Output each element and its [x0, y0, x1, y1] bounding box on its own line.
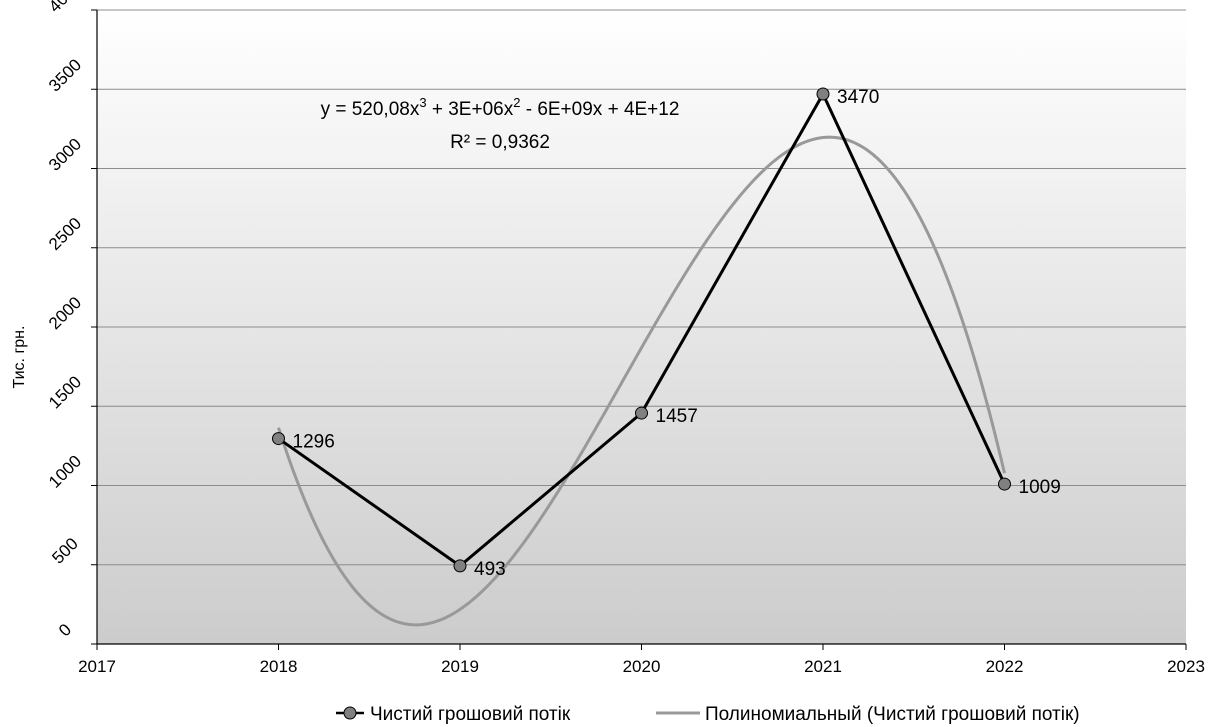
data-point: [635, 406, 648, 420]
data-label: 493: [474, 559, 506, 580]
y-tick-label: 4000: [45, 0, 85, 16]
x-tick-label: 2020: [623, 657, 661, 676]
x-tick-label: 2019: [441, 657, 479, 676]
legend-trendline-label: Полиномиальный (Чистий грошовий потік): [705, 704, 1080, 725]
y-tick-label: 1500: [45, 372, 85, 412]
data-point: [272, 432, 285, 446]
data-point: [998, 477, 1011, 491]
y-tick-label: 0: [55, 620, 75, 640]
r-squared-text: R² = 0,9362: [450, 132, 550, 153]
y-tick-label: 3500: [45, 55, 85, 95]
data-label: 1009: [1019, 477, 1061, 498]
data-label: 3470: [837, 87, 879, 108]
y-tick-label: 2000: [45, 293, 85, 333]
y-tick-label: 500: [48, 534, 81, 567]
x-tick-label: 2017: [78, 657, 116, 676]
data-point: [453, 559, 467, 573]
y-axis-label: Тис. грн.: [11, 326, 28, 389]
equation-text: y = 520,08x3 + 3E+06x2 - 6E+09x + 4E+12: [321, 95, 680, 120]
y-tick-label: 1000: [45, 452, 85, 492]
legend-series-label: Чистий грошовий потік: [370, 704, 571, 725]
data-label: 1296: [293, 432, 335, 453]
series-layer: [272, 87, 1011, 627]
legend-series-marker: [343, 706, 357, 720]
trendline-equation: y = 520,08x3 + 3E+06x2 - 6E+09x + 4E+12 …: [321, 95, 680, 153]
x-tick-label: 2021: [804, 657, 842, 676]
x-tick-label: 2018: [260, 657, 298, 676]
y-tick-label: 2500: [45, 214, 85, 254]
data-label: 1457: [656, 406, 698, 427]
gridlines: [97, 9, 1186, 566]
data-labels: 1296 493 1457 3470 1009: [293, 87, 1061, 580]
trendline-curve: [277, 135, 1006, 627]
data-point: [816, 87, 830, 101]
axes: [91, 9, 1187, 650]
y-tick-label: 3000: [45, 135, 85, 175]
x-tick-label: 2022: [986, 657, 1024, 676]
x-tick-label: 2023: [1167, 657, 1205, 676]
legend: Чистий грошовий потік Полиномиальный (Чи…: [336, 704, 1080, 725]
